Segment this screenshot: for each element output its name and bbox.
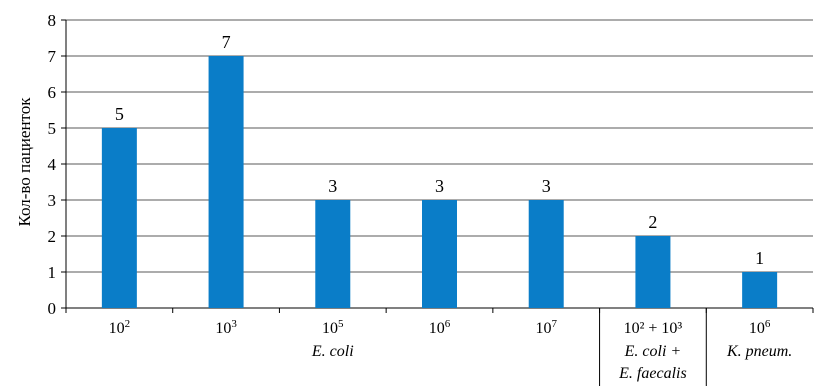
y-tick-label: 0 — [48, 299, 57, 318]
y-tick-label: 4 — [48, 155, 57, 174]
y-tick-label: 5 — [48, 119, 57, 138]
data-label: 3 — [328, 176, 337, 196]
y-tick-label: 8 — [48, 11, 57, 30]
bar — [315, 200, 351, 308]
data-label: 7 — [222, 32, 231, 52]
bar — [528, 200, 564, 308]
data-label: 5 — [115, 104, 124, 124]
labels: 0 1 2 3 4 5 6 7 8 5 102 7 103 3 105 E. coli 3 106 3 107 2 10²… — [48, 11, 793, 382]
bar — [742, 272, 778, 308]
y-tick-label: 3 — [48, 191, 57, 210]
x-category-label: 103 — [215, 318, 237, 337]
x-category-label: 107 — [535, 318, 557, 337]
x-category-sublabel: K. pneum. — [726, 343, 792, 360]
bar — [635, 236, 671, 308]
x-category-label: 102 — [109, 318, 131, 337]
bar — [208, 56, 244, 308]
y-tick-label: 6 — [48, 83, 57, 102]
data-label: 1 — [755, 248, 764, 268]
bars — [101, 56, 778, 308]
bar — [101, 128, 137, 308]
data-label: 3 — [435, 176, 444, 196]
bar — [422, 200, 457, 308]
y-tick-label: 2 — [48, 227, 57, 246]
x-category-sublabel: E. coli + — [624, 343, 682, 360]
x-category-sublabel: E. coli — [311, 343, 354, 360]
y-tick-label: 7 — [48, 47, 57, 66]
x-category-sublabel: E. faecalis — [618, 365, 687, 382]
data-label: 2 — [648, 212, 657, 232]
x-category-label: 106 — [429, 318, 451, 337]
x-category-label: 10² + 10³ — [624, 320, 683, 337]
x-category-label: 106 — [749, 318, 771, 337]
y-axis-label: Кол-во пациенток — [15, 97, 34, 227]
y-tick-label: 1 — [48, 263, 57, 282]
data-label: 3 — [542, 176, 551, 196]
x-category-label: 105 — [322, 318, 344, 337]
